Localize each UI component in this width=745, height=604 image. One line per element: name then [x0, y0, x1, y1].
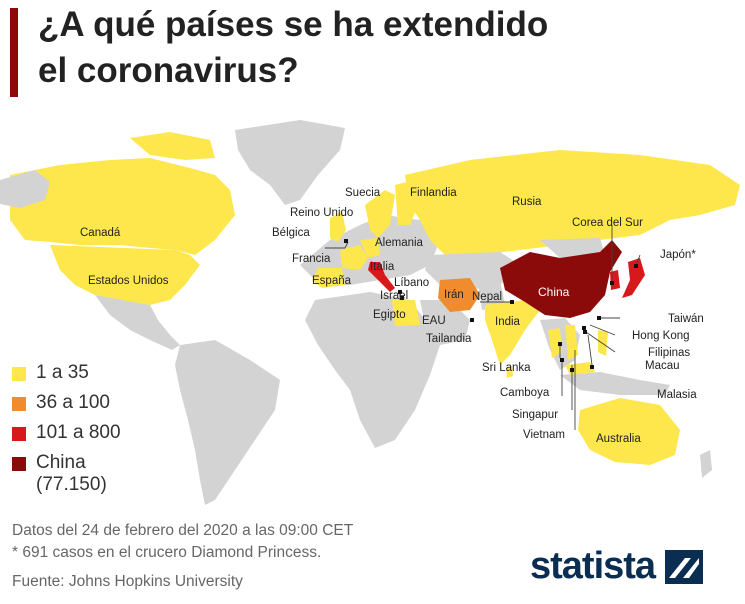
indonesia-shape: [560, 372, 670, 395]
label-lebanon: Líbano: [394, 277, 429, 289]
legend-item-1-35: 1 a 35: [12, 362, 121, 392]
label-malaysia: Malasia: [657, 389, 697, 401]
legend-swatch-1-35: [12, 367, 26, 381]
page-title: ¿A qué países se ha extendido el coronav…: [38, 2, 738, 94]
footer-notes: Datos del 24 de febrero del 2020 a las 0…: [12, 520, 353, 564]
label-australia: Australia: [596, 433, 641, 445]
label-israel: Israel: [380, 290, 408, 302]
south-korea-shape: [610, 270, 620, 290]
legend-china-text: China (77.150): [36, 452, 107, 496]
label-taiwan: Taiwán: [668, 313, 704, 325]
mongolia-shape: [540, 238, 605, 258]
label-south-korea: Corea del Sur: [572, 217, 643, 229]
sri-lanka-shape: [506, 366, 513, 378]
label-nepal: Nepal: [472, 291, 502, 303]
world-map: Canadá Estados Unidos Suecia Finlandia R…: [0, 120, 740, 505]
label-singapore: Singapur: [512, 409, 558, 421]
label-china: China: [538, 285, 570, 299]
label-philippines: Filipinas: [648, 347, 690, 359]
brand-name: statista: [530, 545, 656, 587]
russia-shape: [405, 150, 740, 255]
label-france: Francia: [292, 253, 331, 265]
south-america-shape: [175, 340, 280, 505]
legend: 1 a 35 36 a 100 101 a 800 China (77.150): [12, 362, 121, 502]
label-uk: Reino Unido: [290, 207, 353, 219]
label-vietnam: Vietnam: [523, 429, 565, 441]
legend-item-101-800: 101 a 800: [12, 422, 121, 452]
germany-shape: [360, 238, 380, 258]
legend-item-36-100: 36 a 100: [12, 392, 121, 422]
legend-swatch-china: [12, 457, 26, 471]
statista-logo-icon: [665, 549, 704, 584]
legend-label-china: China: [36, 452, 86, 473]
legend-label-101-800: 101 a 800: [36, 422, 121, 443]
legend-item-china: China (77.150): [12, 452, 121, 502]
canada-islands-shape: [130, 132, 215, 160]
label-germany: Alemania: [375, 237, 424, 249]
legend-label-36-100: 36 a 100: [36, 392, 110, 413]
label-india: India: [495, 316, 521, 328]
usa-shape: [50, 245, 200, 305]
legend-sublabel-china: (77.150): [36, 474, 107, 495]
label-russia: Rusia: [512, 196, 542, 208]
iran-shape: [438, 278, 480, 312]
label-thailand: Tailandia: [426, 333, 472, 345]
legend-swatch-36-100: [12, 397, 26, 411]
label-egypt: Egipto: [373, 309, 406, 321]
date-note: Datos del 24 de febrero del 2020 a las 0…: [12, 522, 354, 539]
label-sri-lanka: Sri Lanka: [482, 362, 531, 374]
china-shape: [500, 240, 622, 318]
title-line-1: ¿A qué países se ha extendido: [38, 5, 549, 44]
label-finland: Finlandia: [410, 187, 457, 199]
label-belgium: Bélgica: [272, 227, 310, 239]
label-usa: Estados Unidos: [88, 275, 169, 287]
label-iran: Irán: [444, 289, 464, 301]
japan-shape: [622, 258, 645, 298]
label-italy: Italia: [370, 261, 395, 273]
italy-shape: [368, 262, 395, 292]
legend-label-1-35: 1 a 35: [36, 362, 89, 383]
uk-shape: [330, 212, 346, 242]
philippines-shape: [598, 330, 608, 356]
thailand-shape: [548, 328, 562, 358]
australia-shape: [578, 398, 680, 465]
mexico-shape: [95, 295, 180, 350]
label-macau: Macau: [645, 360, 680, 372]
pakistan-shape: [478, 280, 505, 310]
spain-shape: [312, 268, 345, 288]
label-spain: España: [312, 275, 352, 287]
label-japan: Japón*: [660, 249, 696, 261]
source-note: Fuente: Johns Hopkins University: [12, 573, 243, 590]
india-shape: [485, 300, 540, 365]
leader-lines: [325, 225, 641, 430]
alaska-shape: [0, 170, 50, 208]
label-canada: Canadá: [80, 227, 121, 239]
label-sweden: Suecia: [345, 187, 381, 199]
title-line-2: el coronavirus?: [38, 51, 299, 90]
title-accent-bar: [10, 8, 18, 97]
greenland-shape: [235, 120, 345, 205]
location-markers: [344, 239, 638, 372]
egypt-shape: [392, 300, 420, 326]
new-zealand-shape: [700, 450, 712, 478]
africa-shape: [305, 292, 440, 448]
statista-brand[interactable]: statista: [530, 545, 704, 588]
legend-swatch-101-800: [12, 427, 26, 441]
canada-shape: [10, 158, 235, 255]
label-hong-kong: Hong Kong: [632, 330, 690, 342]
sweden-shape: [365, 190, 395, 238]
label-uae: EAU: [422, 315, 446, 327]
label-cambodia: Camboya: [500, 387, 550, 399]
france-shape: [340, 245, 368, 270]
cruise-note: * 691 casos en el crucero Diamond Prince…: [12, 544, 322, 561]
